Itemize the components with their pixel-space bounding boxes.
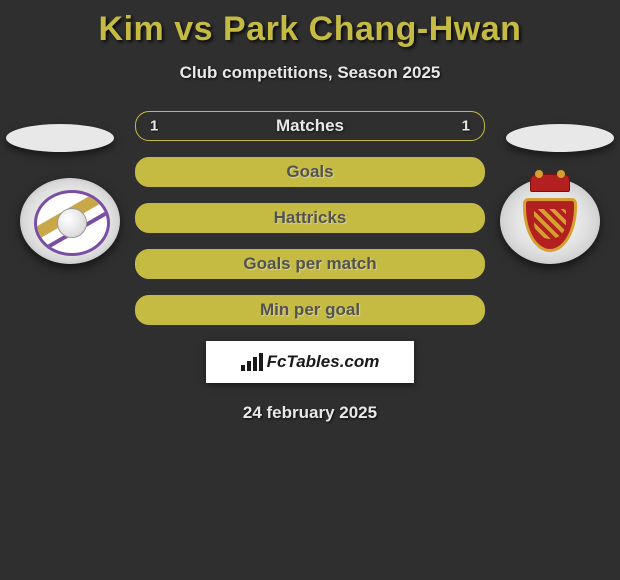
stat-label: Matches	[276, 116, 344, 136]
stat-value-right: 1	[462, 118, 470, 135]
page-title: Kim vs Park Chang-Hwan	[0, 0, 620, 49]
stat-row: Hattricks	[135, 203, 485, 233]
stat-label: Min per goal	[260, 300, 360, 320]
stat-row: Goals	[135, 157, 485, 187]
bar-chart-icon	[241, 353, 263, 371]
stat-row: Goals per match	[135, 249, 485, 279]
stat-label: Goals	[286, 162, 333, 182]
stat-row: Min per goal	[135, 295, 485, 325]
stat-label: Goals per match	[243, 254, 376, 274]
subtitle: Club competitions, Season 2025	[0, 63, 620, 83]
brand-box: FcTables.com	[206, 341, 414, 383]
stat-value-left: 1	[150, 118, 158, 135]
brand-label: FcTables.com	[267, 352, 380, 372]
stat-label: Hattricks	[274, 208, 347, 228]
stats-table: 1 Matches 1 Goals Hattricks Goals per match Mi…	[135, 111, 485, 325]
date-label: 24 february 2025	[0, 403, 620, 423]
stat-row: 1 Matches 1	[135, 111, 485, 141]
